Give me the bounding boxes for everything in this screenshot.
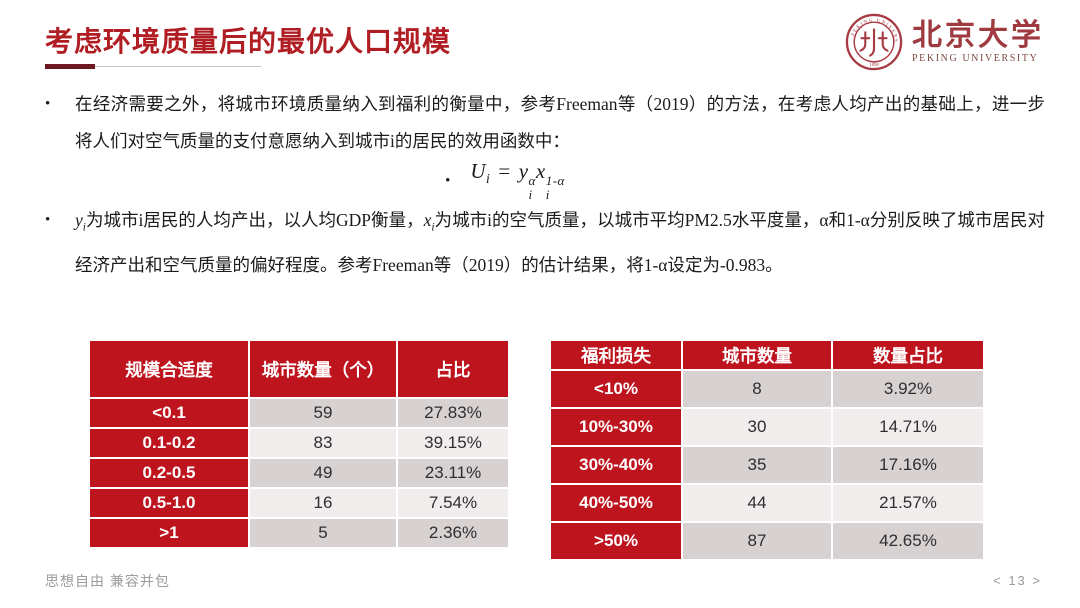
svg-text:1898: 1898 (869, 63, 879, 68)
pku-seal-icon: PEKING UNIVERSITY 1898 (845, 13, 903, 71)
bullet-icon: • (45, 96, 51, 112)
table-row: 0.1-0.2 83 39.15% (90, 429, 508, 457)
page-number: < 13 > (993, 573, 1042, 588)
underline-rule (95, 66, 261, 67)
table-row: >50% 87 42.65% (551, 523, 983, 559)
pku-logo: PEKING UNIVERSITY 1898 北京大学 PEKING UNIVE… (845, 13, 1044, 71)
utility-formula-row: • Ui = y α i x 1-α i (45, 159, 965, 203)
pku-logo-chinese: 北京大学 (912, 19, 1044, 53)
bullet-1: • 在经济需要之外，将城市环境质量纳入到福利的衡量中，参考Freeman等（20… (45, 86, 1045, 160)
welfare-loss-table: 福利损失 城市数量 数量占比 <10% 8 3.92% 10%-30% 30 1… (549, 339, 985, 561)
pku-logo-text: 北京大学 PEKING UNIVERSITY (912, 20, 1044, 64)
slide-body: • 在经济需要之外，将城市环境质量纳入到福利的衡量中，参考Freeman等（20… (45, 86, 1045, 284)
table-header-row: 规模合适度 城市数量（个） 占比 (90, 341, 508, 397)
column-header: 福利损失 (551, 341, 681, 369)
pku-logo-english: PEKING UNIVERSITY (912, 52, 1039, 64)
bullet-2: • yi为城市i居民的人均产出，以人均GDP衡量，xi为城市i的空气质量，以城市… (45, 202, 1045, 284)
table-row: 10%-30% 30 14.71% (551, 409, 983, 445)
table-row: 40%-50% 44 21.57% (551, 485, 983, 521)
column-header: 规模合适度 (90, 341, 248, 397)
column-header: 城市数量 (683, 341, 831, 369)
column-header: 城市数量（个） (250, 341, 396, 397)
column-header: 数量占比 (833, 341, 983, 369)
scale-fitness-table: 规模合适度 城市数量（个） 占比 <0.1 59 27.83% 0.1-0.2 … (88, 339, 510, 549)
table-row: 0.5-1.0 16 7.54% (90, 489, 508, 517)
table-row: <0.1 59 27.83% (90, 399, 508, 427)
table-row: 0.2-0.5 49 23.11% (90, 459, 508, 487)
bullet-2-text: yi为城市i居民的人均产出，以人均GDP衡量，xi为城市i的空气质量，以城市平均… (75, 210, 1045, 275)
column-header: 占比 (398, 341, 508, 397)
table-row: <10% 8 3.92% (551, 371, 983, 407)
page-title: 考虑环境质量后的最优人口规模 (45, 26, 452, 57)
bullet-icon: • (445, 172, 451, 189)
title-underline (45, 64, 261, 69)
bullet-1-text: 在经济需要之外，将城市环境质量纳入到福利的衡量中，参考Freeman等（2019… (75, 94, 1045, 151)
table-row: >1 5 2.36% (90, 519, 508, 547)
table-row: 30%-40% 35 17.16% (551, 447, 983, 483)
table-header-row: 福利损失 城市数量 数量占比 (551, 341, 983, 369)
underline-accent (45, 64, 95, 69)
utility-formula: Ui = y α i x 1-α i (470, 159, 565, 203)
footer-motto: 思想自由 兼容并包 (45, 573, 170, 589)
bullet-icon: • (45, 212, 51, 228)
